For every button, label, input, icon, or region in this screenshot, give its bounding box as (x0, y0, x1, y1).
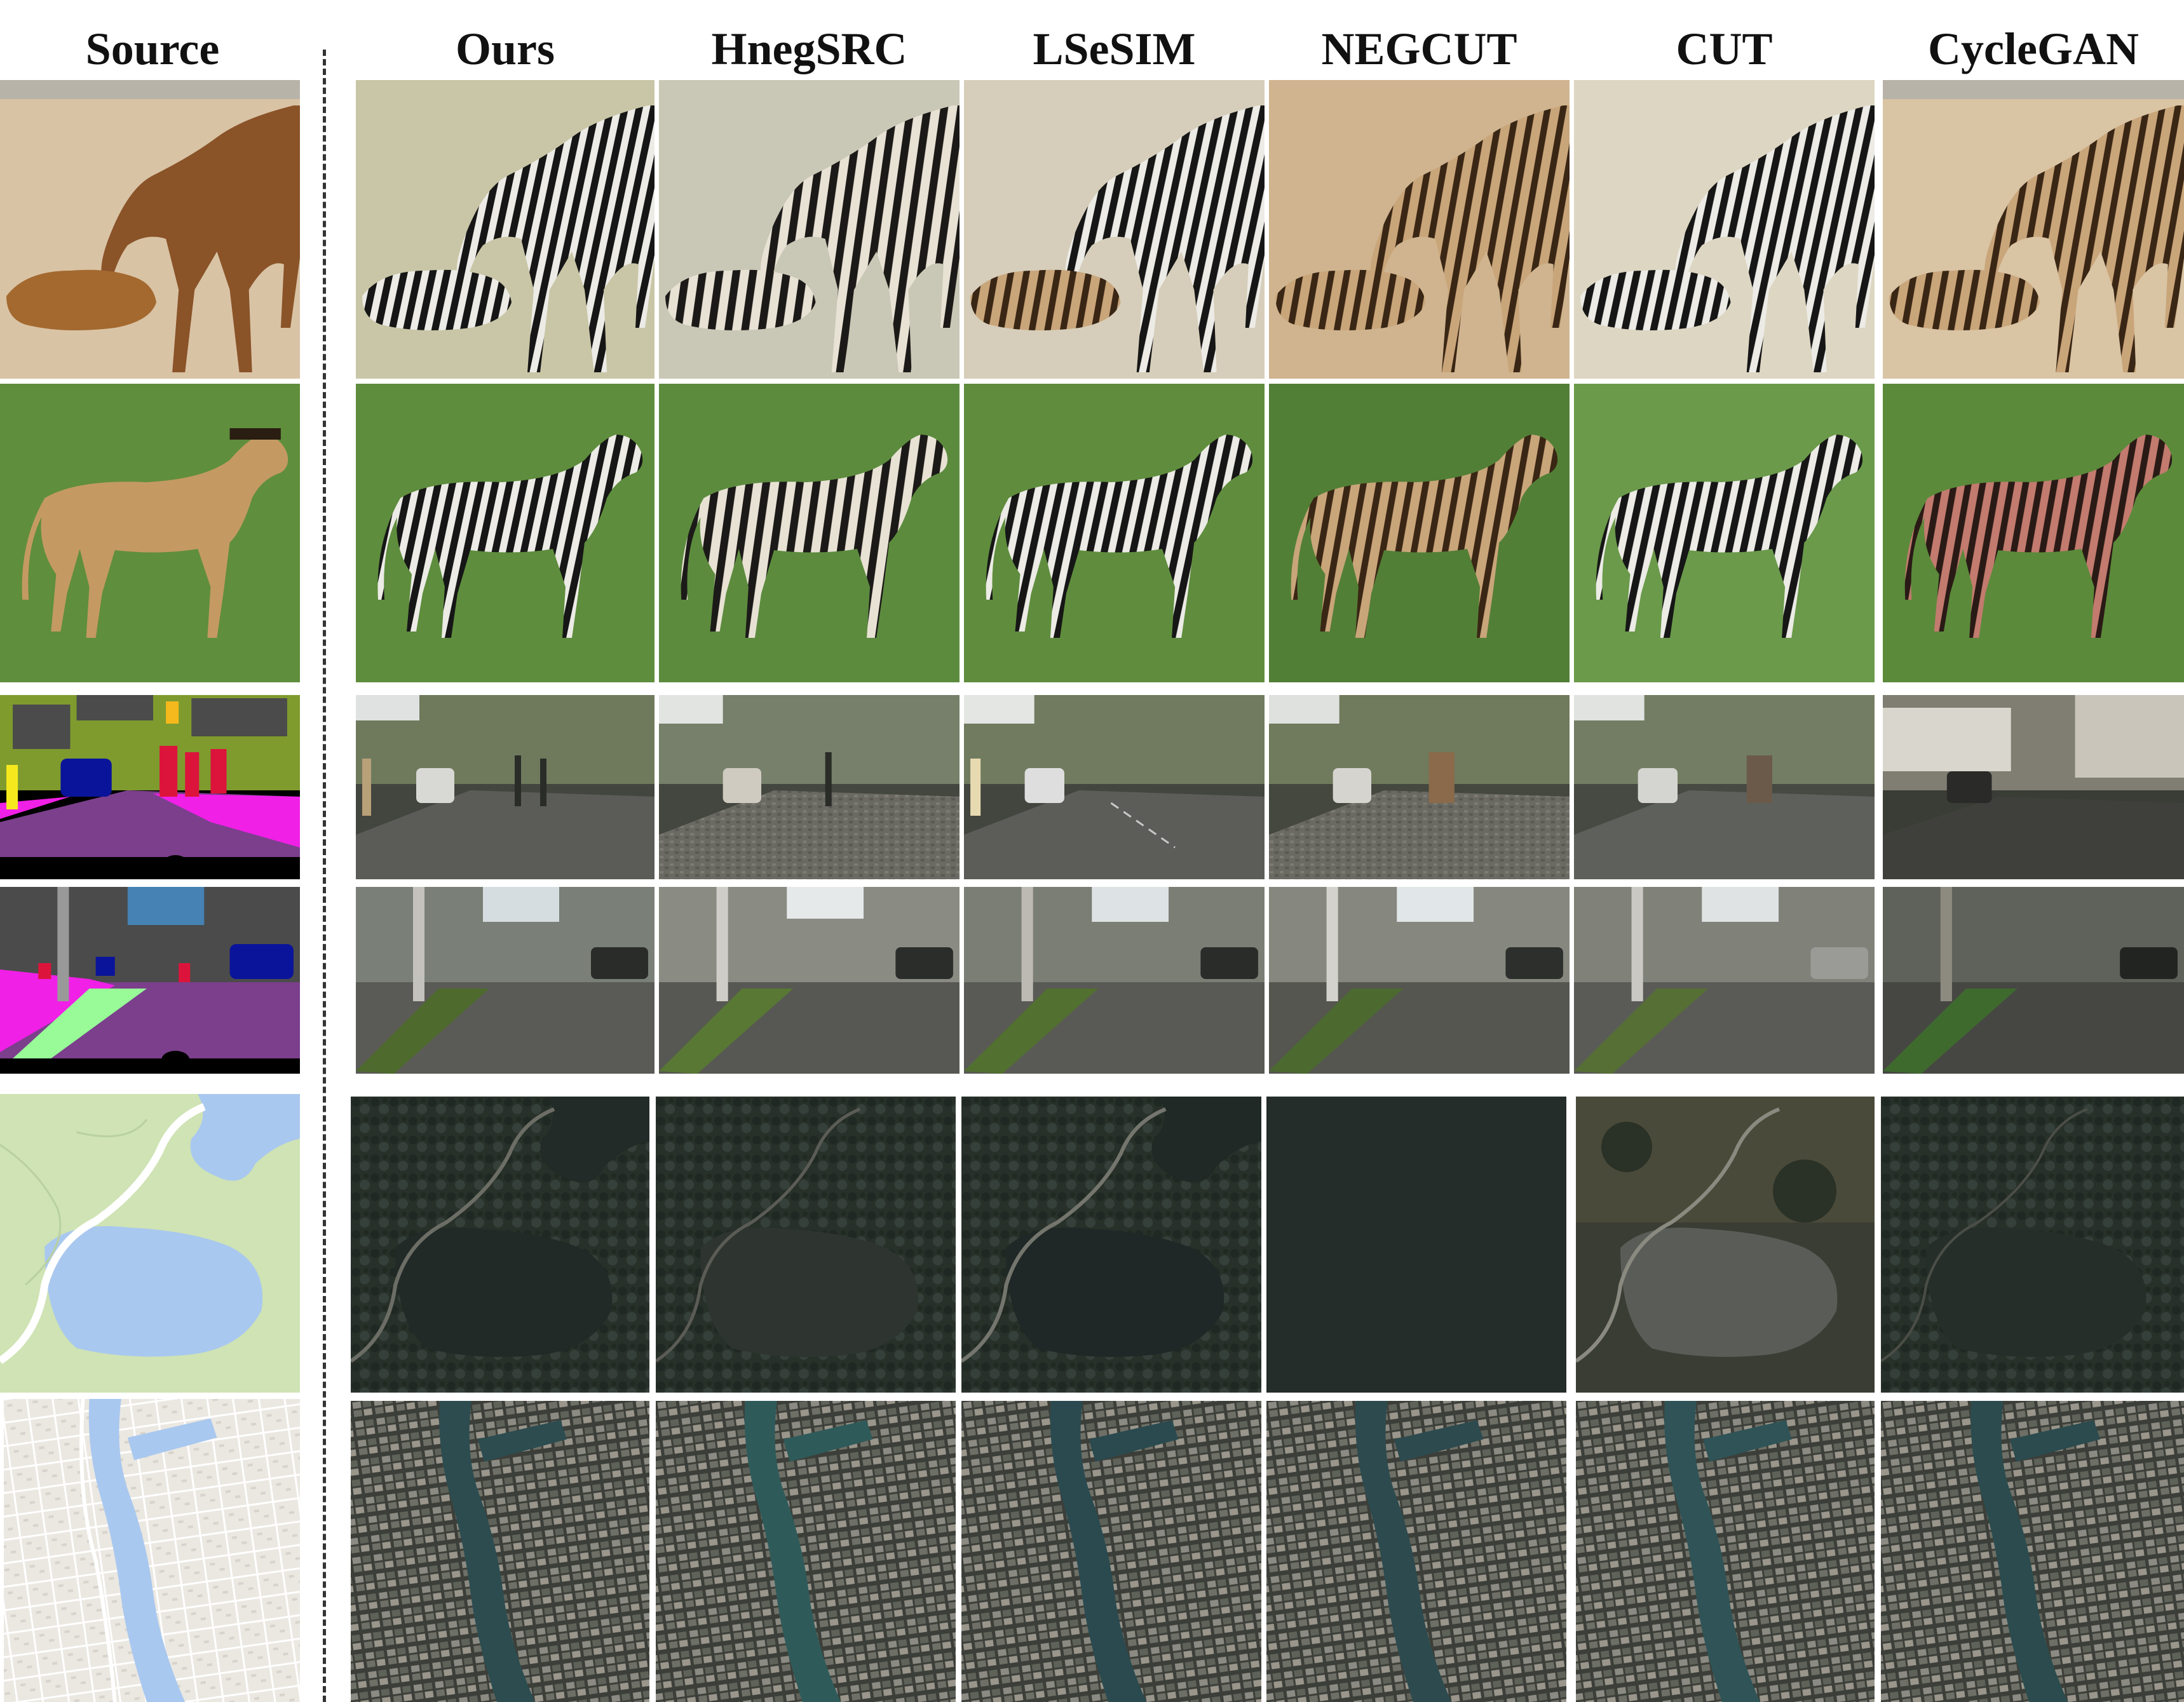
column-header-source: Source (85, 24, 220, 74)
row2-source-image (0, 384, 300, 682)
row1-negcut-image (1269, 80, 1570, 379)
row2-cut-image (1574, 384, 1875, 682)
row5-cut-image (1576, 1097, 1875, 1393)
row4-source-segmentation-map (0, 887, 300, 1074)
row3-cyclegan-image (1883, 695, 2184, 879)
row5-hnegsrc-image (656, 1097, 956, 1393)
row4-ours-image (356, 887, 655, 1074)
column-header-hnegsrc: HnegSRC (711, 24, 907, 74)
row5-negcut-image (1266, 1097, 1566, 1393)
row3-cut-image (1574, 695, 1875, 879)
row3-source-segmentation-map (0, 695, 300, 879)
row2-negcut-image (1269, 384, 1570, 682)
row1-cut-image (1574, 80, 1875, 379)
row2-ours-image (356, 384, 655, 682)
column-header-cut: CUT (1676, 24, 1773, 74)
row1-hnegsrc-image (659, 80, 960, 379)
row6-lsesim-image (961, 1401, 1261, 1702)
row1-source-image (0, 80, 300, 379)
row3-hnegsrc-image (659, 695, 960, 879)
row1-cyclegan-image (1883, 80, 2184, 379)
row3-negcut-image (1269, 695, 1570, 879)
column-header-cyclegan: CycleGAN (1928, 24, 2139, 74)
row6-hnegsrc-image (656, 1401, 956, 1702)
row5-source-map (0, 1094, 300, 1393)
row1-lsesim-image (964, 80, 1265, 379)
row3-ours-image (356, 695, 655, 879)
row5-cyclegan-image (1881, 1097, 2184, 1393)
row6-negcut-image (1266, 1401, 1566, 1702)
row2-cyclegan-image (1883, 384, 2184, 682)
row3-lsesim-image (964, 695, 1265, 879)
source-divider-dashed-line (323, 50, 326, 1702)
row2-hnegsrc-image (659, 384, 960, 682)
row4-lsesim-image (964, 887, 1265, 1074)
column-header-ours: Ours (455, 24, 555, 74)
row6-ours-image (351, 1401, 649, 1702)
row6-source-map (0, 1399, 300, 1702)
row6-cyclegan-image (1881, 1401, 2184, 1702)
row4-negcut-image (1269, 887, 1570, 1074)
row1-ours-image (356, 80, 655, 379)
row6-cut-image (1576, 1401, 1875, 1702)
row5-lsesim-image (961, 1097, 1261, 1393)
row5-ours-image (351, 1097, 649, 1393)
row2-lsesim-image (964, 384, 1265, 682)
column-header-lsesim: LSeSIM (1033, 24, 1196, 74)
row4-hnegsrc-image (659, 887, 960, 1074)
row4-cut-image (1574, 887, 1875, 1074)
row4-cyclegan-image (1883, 887, 2184, 1074)
column-header-negcut: NEGCUT (1321, 24, 1517, 74)
